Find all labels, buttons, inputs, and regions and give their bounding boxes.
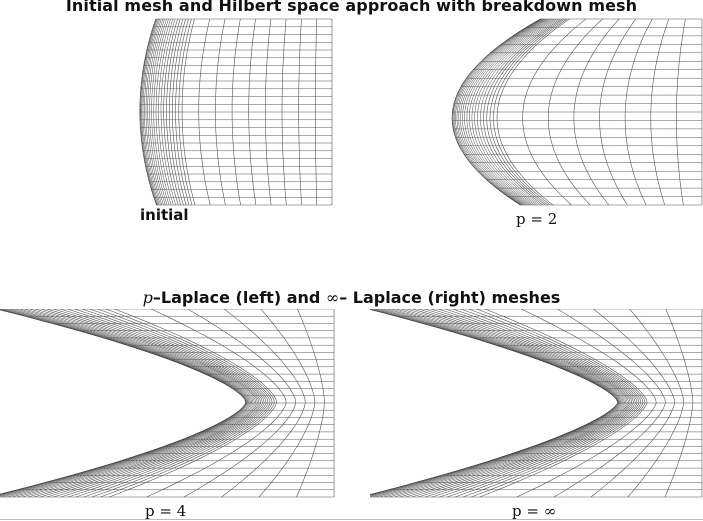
mesh-curve-0 [370, 309, 618, 495]
top-title: Initial mesh and Hilbert space approach … [65, 0, 638, 15]
p2-mesh-panel [451, 18, 703, 206]
mid-title-infinity: ∞ [325, 288, 340, 307]
mid-title-text: –Laplace (left) and [152, 288, 326, 307]
caption-initial: initial [140, 206, 189, 224]
mesh-curve-11 [27, 309, 257, 498]
mesh-curve-0 [0, 309, 246, 495]
pinf-mesh-panel [370, 309, 703, 498]
mesh-curve-7 [7, 309, 251, 498]
mesh-curve-14 [46, 309, 262, 498]
mesh-curve-1 [370, 309, 619, 495]
mesh-curve-13 [411, 309, 631, 498]
caption-p2: p = 2 [516, 210, 558, 228]
mid-title-p: p [142, 288, 153, 307]
bottom-rule [0, 519, 703, 520]
mesh-curve-1 [0, 309, 247, 495]
mesh-curve-0 [451, 18, 541, 206]
mesh-curve-14 [418, 309, 633, 498]
mid-title-suffix: – Laplace (right) meshes [339, 288, 561, 307]
mesh-curve-10 [22, 309, 255, 498]
p4-mesh-panel [0, 309, 335, 498]
mesh-curve-6 [375, 309, 622, 498]
initial-mesh-panel [139, 18, 333, 206]
mesh-curve-15 [53, 309, 263, 498]
mesh-curve-9 [388, 309, 625, 498]
mesh-curve-16 [60, 309, 265, 498]
caption-p4: p = 4 [145, 502, 187, 520]
caption-pinf: p = ∞ [512, 502, 557, 520]
mid-title: p–Laplace (left) and ∞– Laplace (right) … [0, 288, 703, 307]
mesh-curve-12 [405, 309, 630, 498]
